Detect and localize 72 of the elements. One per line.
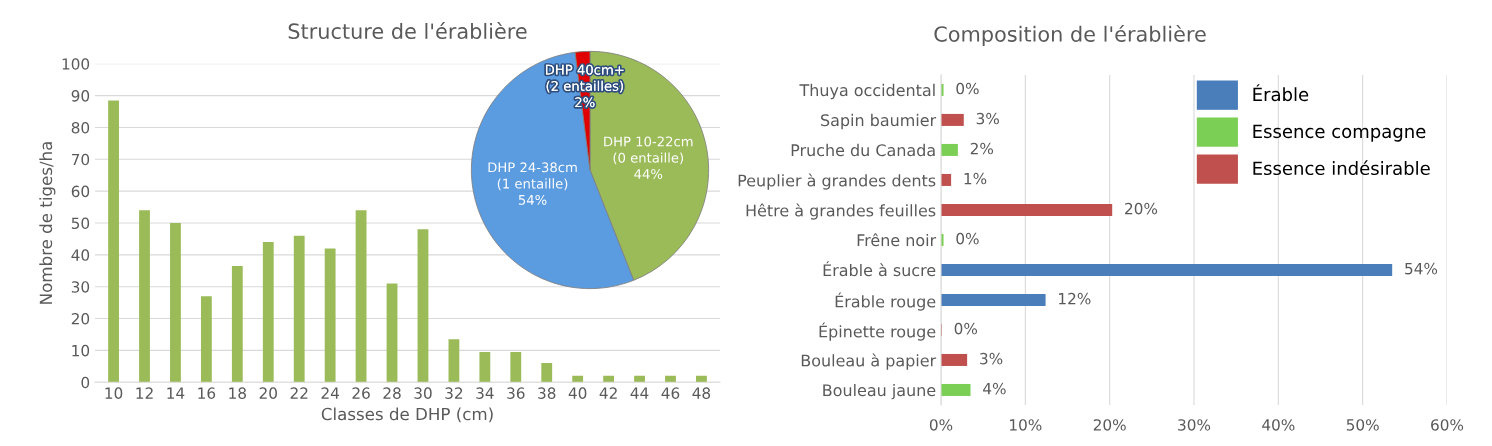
x-tick-label: 30 bbox=[414, 387, 432, 399]
data-label: 3% bbox=[980, 352, 1003, 365]
data-label: 2% bbox=[970, 142, 994, 155]
y-tick-label: Sapin baumier bbox=[821, 113, 937, 130]
x-tick-label: 24 bbox=[321, 387, 340, 399]
data-label: 20% bbox=[1125, 202, 1158, 215]
data-label: 54% bbox=[1405, 262, 1438, 275]
x-tick-label: 34 bbox=[476, 387, 494, 399]
chart-title: Structure de l'érablière bbox=[288, 22, 527, 40]
x-tick-label: 44 bbox=[630, 387, 649, 399]
y-tick-label: Épinette rouge bbox=[819, 322, 936, 341]
data-label: 1% bbox=[964, 172, 987, 185]
y-tick-label: Érable à sucre bbox=[823, 261, 936, 277]
x-tick-label: 20 bbox=[259, 387, 277, 399]
data-label: 12% bbox=[1059, 292, 1091, 305]
chart-title: Composition de l'érablière bbox=[934, 24, 1206, 46]
y-tick-label: Frêne noir bbox=[857, 233, 937, 247]
y-axis-title: Nombre de tiges/ha bbox=[39, 142, 56, 304]
slice-label: DHP 24-38cm (1 entaille) bbox=[488, 162, 577, 191]
data-label: 54% bbox=[518, 194, 547, 205]
x-tick-label: 12 bbox=[136, 387, 153, 399]
x-tick-label: 48 bbox=[692, 387, 711, 399]
legend-label: Essence indésirable bbox=[1253, 160, 1430, 176]
y-tick-label: Thuya occidental bbox=[799, 83, 935, 100]
y-tick-label: 30 bbox=[71, 281, 90, 293]
y-tick-label: 10 bbox=[72, 344, 90, 357]
x-tick-label: 38 bbox=[538, 387, 556, 399]
data-label: 44% bbox=[634, 169, 663, 179]
x-tick-label: 42 bbox=[599, 387, 617, 399]
y-tick-label: Bouleau à papier bbox=[801, 353, 937, 370]
x-tick-label: 0% bbox=[929, 419, 953, 431]
y-tick-label: 0 bbox=[81, 376, 90, 389]
x-tick-label: 20% bbox=[1093, 419, 1126, 431]
x-tick-label: 14 bbox=[167, 387, 185, 399]
legend-label: Essence compagne bbox=[1253, 124, 1426, 142]
x-tick-label: 40% bbox=[1262, 419, 1295, 431]
x-axis-title: Classes de DHP (cm) bbox=[321, 407, 493, 423]
data-label: 0% bbox=[954, 322, 978, 335]
y-tick-label: 70 bbox=[71, 153, 90, 166]
data-label: 0% bbox=[956, 232, 979, 245]
x-tick-label: 30% bbox=[1178, 419, 1211, 431]
x-tick-label: 22 bbox=[290, 387, 308, 399]
data-label: 0% bbox=[956, 82, 979, 95]
y-tick-label: 40 bbox=[71, 249, 90, 261]
y-tick-label: 90 bbox=[71, 90, 90, 102]
y-tick-label: Bouleau jaune bbox=[823, 383, 936, 400]
y-tick-label: 80 bbox=[71, 121, 90, 134]
x-tick-label: 32 bbox=[445, 387, 463, 399]
x-tick-label: 28 bbox=[383, 387, 401, 399]
y-tick-label: Pruche du Canada bbox=[791, 143, 935, 157]
data-label: 3% bbox=[976, 112, 999, 125]
y-tick-label: Peuplier à grandes dents bbox=[738, 173, 936, 190]
slice-label: DHP 10-22cm (0 entaille) bbox=[604, 136, 693, 165]
x-tick-label: 50% bbox=[1346, 419, 1379, 431]
x-tick-label: 36 bbox=[507, 387, 525, 399]
legend-label: Érable bbox=[1253, 84, 1309, 102]
x-tick-label: 10% bbox=[1010, 419, 1042, 431]
y-tick-label: 50 bbox=[71, 217, 90, 230]
y-tick-label: Hêtre à grandes feuilles bbox=[746, 203, 936, 220]
y-tick-label: 60 bbox=[71, 185, 90, 198]
x-tick-label: 46 bbox=[661, 387, 680, 399]
x-tick-label: 18 bbox=[229, 387, 246, 399]
x-tick-label: 16 bbox=[198, 387, 216, 399]
x-tick-label: 60% bbox=[1431, 419, 1464, 431]
x-tick-label: 10 bbox=[105, 387, 123, 399]
data-label: 2% bbox=[575, 97, 595, 108]
x-tick-label: 40 bbox=[568, 387, 587, 399]
data-label: 4% bbox=[983, 382, 1006, 395]
y-tick-label: 20 bbox=[71, 313, 90, 325]
y-tick-label: Érable rouge bbox=[835, 292, 936, 311]
x-tick-label: 26 bbox=[352, 387, 370, 399]
y-tick-label: 100 bbox=[62, 58, 90, 70]
